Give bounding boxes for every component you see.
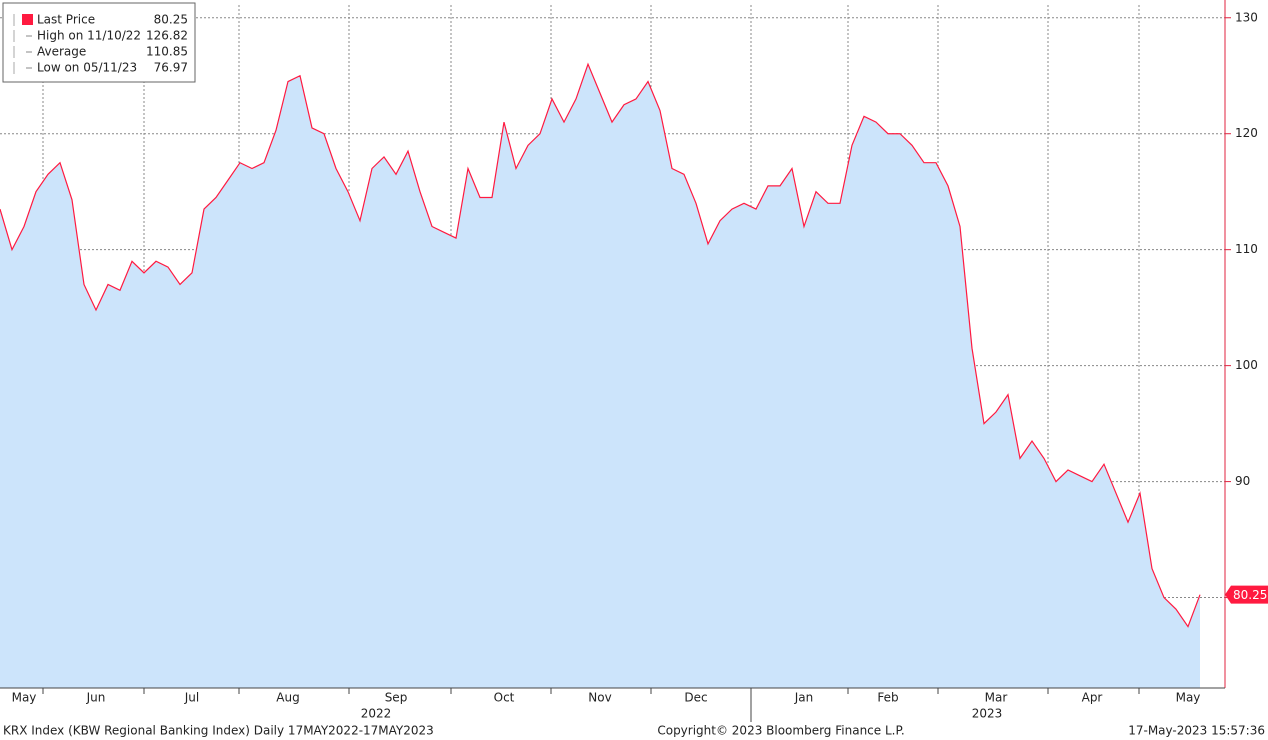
legend-label: Low on 05/11/23 [37,61,137,75]
footer-right: 17-May-2023 15:57:36 [1128,724,1265,738]
x-tick-label: Nov [588,691,611,705]
y-tick-label: 130 [1235,10,1258,24]
footer-left: KRX Index (KBW Regional Banking Index) D… [3,724,434,738]
x-tick-label: May [1176,691,1201,705]
legend: Last Price 80.25 High on 11/10/22 126.82 Ave… [2,2,196,83]
legend-swatch [22,14,33,25]
x-tick-label: Mar [985,691,1008,705]
last-price-tag [1225,585,1268,604]
x-tick-label: Sep [385,691,408,705]
year-label: 2023 [972,707,1003,721]
year-label: 2022 [361,707,392,721]
x-tick-label: Apr [1082,691,1103,705]
legend-value: 80.25 [154,13,188,27]
legend-value: 126.82 [146,29,188,43]
x-tick-label: Feb [877,691,898,705]
x-tick-label: Jan [794,691,814,705]
last-price-label: 80.25 [1233,588,1267,602]
y-tick-label: 90 [1235,474,1250,488]
x-tick-label: Aug [276,691,299,705]
x-tick-label: Jul [184,691,199,705]
area [0,64,1200,688]
x-tick-label: Jun [86,691,106,705]
line [0,62,1201,628]
x-tick-label: Oct [494,691,515,705]
y-tick-label: 100 [1235,358,1258,372]
legend-box [2,2,196,83]
legend-label: Average [37,45,86,59]
y-tick-label: 120 [1235,126,1258,140]
x-tick-label: Dec [684,691,707,705]
legend-value: 76.97 [154,61,188,75]
x-tick-label: May [12,691,37,705]
legend-value: 110.85 [146,45,188,59]
legend-label: High on 11/10/22 [37,29,141,43]
footer-center: Copyright© 2023 Bloomberg Finance L.P. [657,724,904,738]
legend-label: Last Price [37,13,95,27]
y-tick-label: 110 [1235,242,1258,256]
